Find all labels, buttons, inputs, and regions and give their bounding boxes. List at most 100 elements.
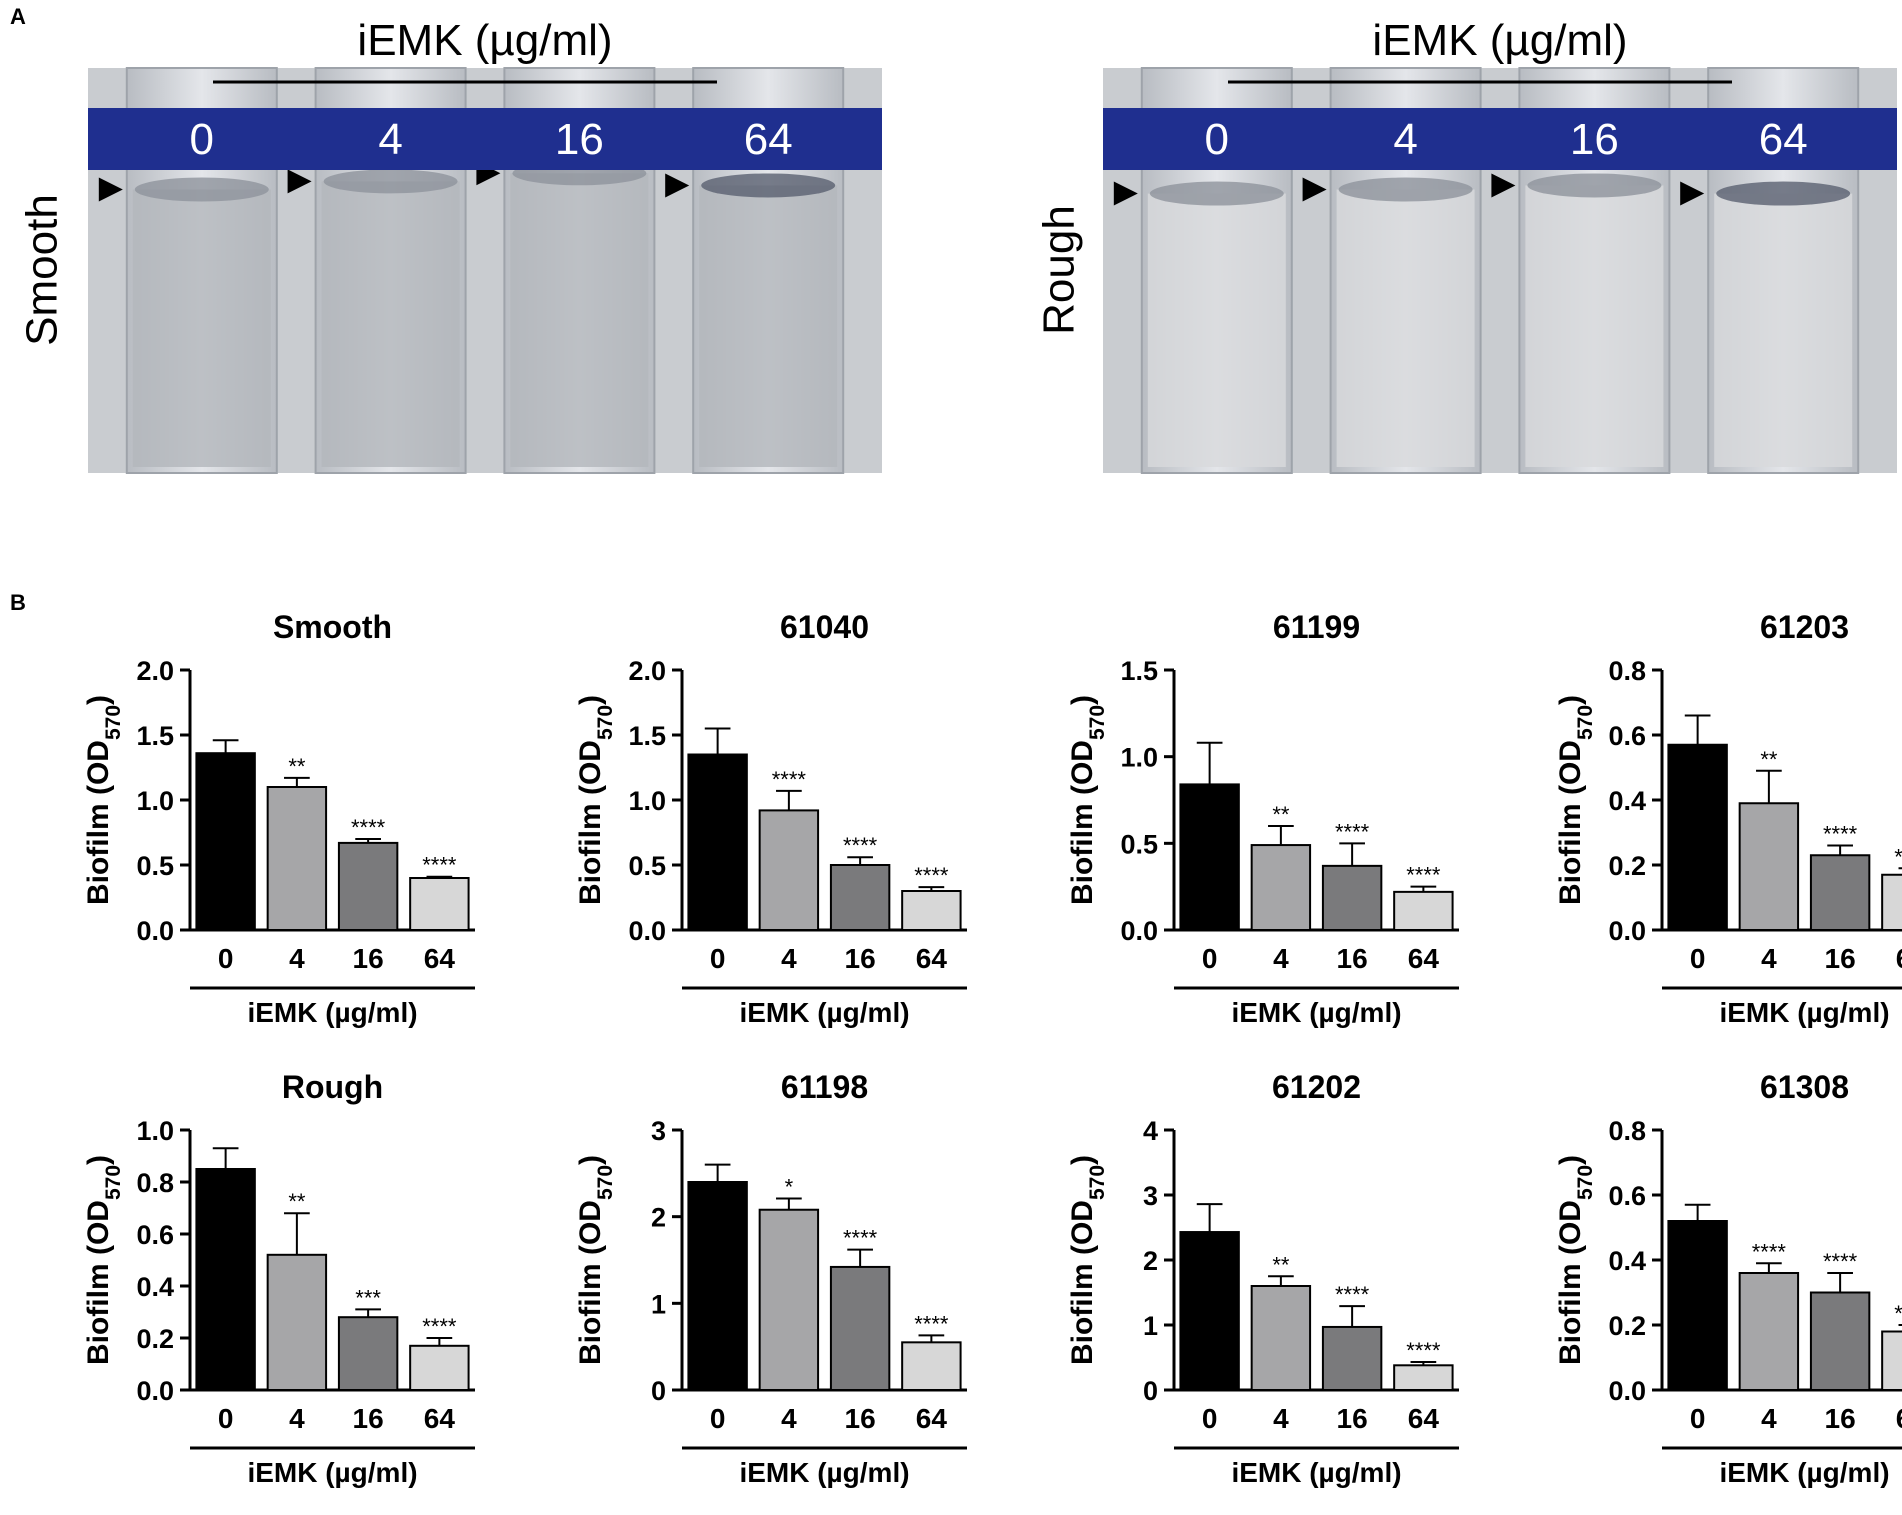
bar (266, 1253, 328, 1391)
x-axis-label: iEMK (µg/ml) (1231, 997, 1401, 1028)
tube-label: 16 (555, 115, 604, 164)
y-tick-label: 0.0 (136, 916, 174, 946)
arrowhead-icon (1302, 177, 1327, 202)
photo-header: iEMK (µg/ml) (1372, 16, 1627, 65)
x-axis-label: iEMK (µg/ml) (1231, 1457, 1401, 1488)
meniscus (134, 177, 269, 202)
tube-liquid (1525, 185, 1664, 467)
significance-label: **** (843, 1226, 878, 1251)
significance-label: **** (843, 833, 878, 858)
chart-title: Rough (282, 1069, 383, 1105)
arrowhead-icon (665, 173, 690, 198)
arrowhead-icon (1680, 181, 1705, 206)
y-tick-label: 3 (1143, 1181, 1158, 1211)
x-tick-label: 0 (218, 1403, 234, 1434)
x-tick-label: 64 (916, 943, 948, 974)
chart-title: 61199 (1273, 609, 1360, 645)
y-axis-label: Biofilm (OD570) (82, 1155, 125, 1365)
x-tick-label: 4 (1273, 1403, 1289, 1434)
x-tick-label: 0 (710, 1403, 726, 1434)
y-tick-label: 3 (651, 1116, 666, 1146)
bar (409, 1344, 470, 1391)
bar (687, 1181, 748, 1391)
tube-liquid (321, 181, 460, 467)
y-tick-label: 0.0 (1608, 916, 1646, 946)
chart-61203: 61203 Biofilm (OD570) 0.0 0.2 0.4 0.6 0.8 0 ** 4 *… (1554, 609, 1902, 1028)
y-tick-label: 0.8 (136, 1168, 174, 1198)
bar (1809, 1291, 1871, 1391)
x-tick-label: 16 (1337, 943, 1368, 974)
y-tick-label: 1.0 (1120, 743, 1158, 773)
y-axis-label: Biofilm (OD570) (1066, 695, 1109, 905)
arrowhead-icon (1113, 181, 1138, 206)
tube-label: 4 (1393, 115, 1417, 164)
bar (1881, 873, 1902, 931)
significance-label: ** (288, 1189, 306, 1214)
bar (829, 864, 891, 931)
bar (1738, 802, 1800, 931)
tube-liquid (699, 185, 838, 467)
y-tick-label: 0 (651, 1376, 666, 1406)
bar (1250, 1285, 1312, 1391)
bar (1179, 1231, 1240, 1391)
bar (337, 1316, 399, 1392)
significance-label: **** (1406, 863, 1441, 888)
significance-label: **** (422, 853, 457, 878)
bar (409, 877, 470, 931)
y-tick-label: 1.0 (628, 786, 666, 816)
significance-label: **** (351, 815, 386, 840)
x-tick-label: 4 (1761, 1403, 1777, 1434)
bar (1667, 1220, 1728, 1391)
meniscus (323, 169, 458, 194)
y-tick-label: 1.5 (136, 721, 174, 751)
x-axis-label: iEMK (µg/ml) (1719, 1457, 1889, 1488)
y-tick-label: 0.6 (1608, 721, 1646, 751)
y-tick-label: 1.0 (136, 786, 174, 816)
bar (1321, 864, 1383, 931)
x-tick-label: 4 (1761, 943, 1777, 974)
meniscus (1527, 173, 1662, 198)
significance-label: **** (1823, 822, 1858, 847)
y-tick-label: 1 (1143, 1311, 1158, 1341)
significance-label: **** (914, 1311, 949, 1336)
x-tick-label: 4 (781, 1403, 797, 1434)
significance-label: * (785, 1174, 794, 1199)
biofilm-bar-charts: Smooth Biofilm (OD570) 0.0 0.5 1.0 1.5 2.0 0 ** 4… (82, 609, 1902, 1488)
y-tick-label: 0.6 (136, 1220, 174, 1250)
x-axis-label: iEMK (µg/ml) (739, 997, 909, 1028)
y-tick-label: 0.2 (1608, 851, 1646, 881)
tube-liquid (1714, 193, 1853, 468)
photo-smooth: 0 4 16 64 iEMK (µg/ml) Smooth (18, 16, 882, 474)
y-axis-label: Biofilm (OD570) (82, 695, 125, 905)
x-tick-label: 4 (1273, 943, 1289, 974)
y-tick-label: 2 (1143, 1246, 1158, 1276)
x-tick-label: 16 (353, 1403, 384, 1434)
y-tick-label: 2 (651, 1203, 666, 1233)
tube-label: 16 (1570, 115, 1619, 164)
significance-label: ** (1272, 802, 1290, 827)
y-tick-label: 0.5 (628, 851, 666, 881)
significance-label: **** (1335, 1282, 1370, 1307)
y-axis-label: Biofilm (OD570) (574, 1155, 617, 1365)
x-tick-label: 0 (1690, 943, 1706, 974)
y-axis-label: Biofilm (OD570) (1066, 1155, 1109, 1365)
arrowhead-icon (287, 169, 312, 194)
arrowhead-icon (1491, 173, 1516, 198)
significance-label: **** (914, 863, 949, 888)
chart-61202: 61202 Biofilm (OD570) 0 1 2 3 4 0 ** 4 **** 16 **** 6… (1066, 1069, 1459, 1488)
y-tick-label: 0.4 (1608, 786, 1646, 816)
y-tick-label: 0.6 (1608, 1181, 1646, 1211)
bar (758, 1208, 820, 1391)
chart-61199: 61199 Biofilm (OD570) 0.0 0.5 1.0 1.5 0 ** 4 ****… (1066, 609, 1459, 1028)
y-tick-label: 0.0 (1608, 1376, 1646, 1406)
photo-rough: 0 4 16 64 iEMK (µg/ml) Rough (1035, 16, 1897, 474)
x-tick-label: 4 (781, 943, 797, 974)
y-tick-label: 0.5 (136, 851, 174, 881)
bar (1667, 743, 1728, 931)
y-tick-label: 0.4 (1608, 1246, 1646, 1276)
meniscus (1338, 177, 1473, 202)
significance-label: **** (1752, 1239, 1787, 1264)
meniscus (701, 173, 836, 198)
bar (829, 1265, 891, 1392)
x-tick-label: 16 (1825, 1403, 1856, 1434)
